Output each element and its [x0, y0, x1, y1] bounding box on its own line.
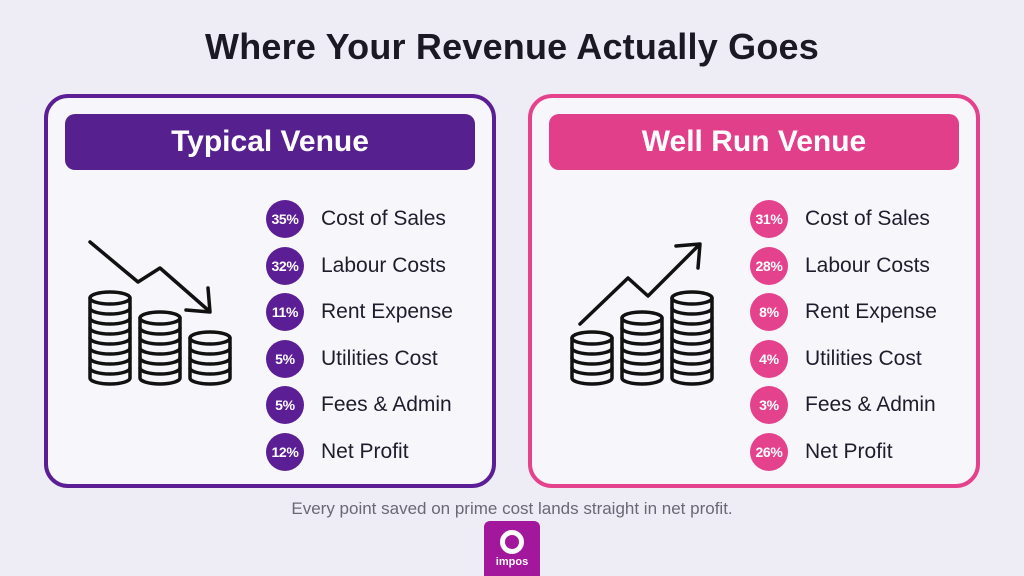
logo-ring-icon	[500, 530, 524, 554]
list-item: 5% Fees & Admin	[266, 382, 486, 429]
percent-badge: 5%	[266, 339, 304, 378]
percent-badge: 4%	[750, 339, 788, 378]
percent-badge: 28%	[750, 246, 788, 285]
item-label: Cost of Sales	[321, 207, 446, 231]
logo-text: impos	[495, 556, 529, 568]
item-label: Labour Costs	[321, 253, 446, 277]
percent-badge: 11%	[266, 293, 304, 332]
item-label: Labour Costs	[805, 253, 930, 277]
expense-list: 35% Cost of Sales 32% Labour Costs 11% Rent…	[266, 196, 486, 475]
list-item: 3% Fees & Admin	[750, 382, 970, 429]
percent-badge: 32%	[266, 246, 304, 285]
list-item: 11% Rent Expense	[266, 289, 486, 336]
coin-stack	[570, 330, 614, 386]
item-label: Net Profit	[805, 439, 893, 463]
list-item: 12% Net Profit	[266, 429, 486, 476]
card-heading: Typical Venue	[65, 114, 475, 170]
footer-note: Every point saved on prime cost lands st…	[291, 499, 733, 518]
coin-stack	[188, 330, 232, 386]
well-run-venue-card: Well Run Venue 31% Cost of Sales 28% Labou…	[528, 94, 980, 488]
list-item: 4% Utilities Cost	[750, 336, 970, 383]
list-item: 5% Utilities Cost	[266, 336, 486, 383]
list-item: 31% Cost of Sales	[750, 196, 970, 243]
percent-badge: 12%	[266, 432, 304, 471]
percent-badge: 26%	[750, 432, 788, 471]
percent-badge: 3%	[750, 386, 788, 425]
list-item: 8% Rent Expense	[750, 289, 970, 336]
percent-badge: 5%	[266, 386, 304, 425]
coins-trend-up-icon	[570, 242, 714, 386]
list-item: 26% Net Profit	[750, 429, 970, 476]
list-item: 32% Labour Costs	[266, 243, 486, 290]
card-heading: Well Run Venue	[549, 114, 959, 170]
list-item: 28% Labour Costs	[750, 243, 970, 290]
coin-stack	[138, 310, 182, 386]
item-label: Utilities Cost	[321, 346, 438, 370]
coins-trend-down-icon	[88, 240, 232, 386]
impos-logo: impos	[484, 521, 540, 576]
coin-stack	[670, 290, 714, 386]
expense-list: 31% Cost of Sales 28% Labour Costs 8% Rent …	[750, 196, 970, 475]
item-label: Fees & Admin	[805, 393, 936, 417]
item-label: Utilities Cost	[805, 346, 922, 370]
item-label: Cost of Sales	[805, 207, 930, 231]
coin-stack	[88, 290, 132, 386]
item-label: Rent Expense	[805, 300, 937, 324]
item-label: Net Profit	[321, 439, 409, 463]
page-title: Where Your Revenue Actually Goes	[205, 26, 819, 67]
percent-badge: 8%	[750, 293, 788, 332]
coin-stack	[620, 310, 664, 386]
typical-venue-card: Typical Venue 35% Cost of Sales 32% Labour…	[44, 94, 496, 488]
list-item: 35% Cost of Sales	[266, 196, 486, 243]
percent-badge: 35%	[266, 200, 304, 239]
item-label: Rent Expense	[321, 300, 453, 324]
percent-badge: 31%	[750, 200, 788, 239]
item-label: Fees & Admin	[321, 393, 452, 417]
